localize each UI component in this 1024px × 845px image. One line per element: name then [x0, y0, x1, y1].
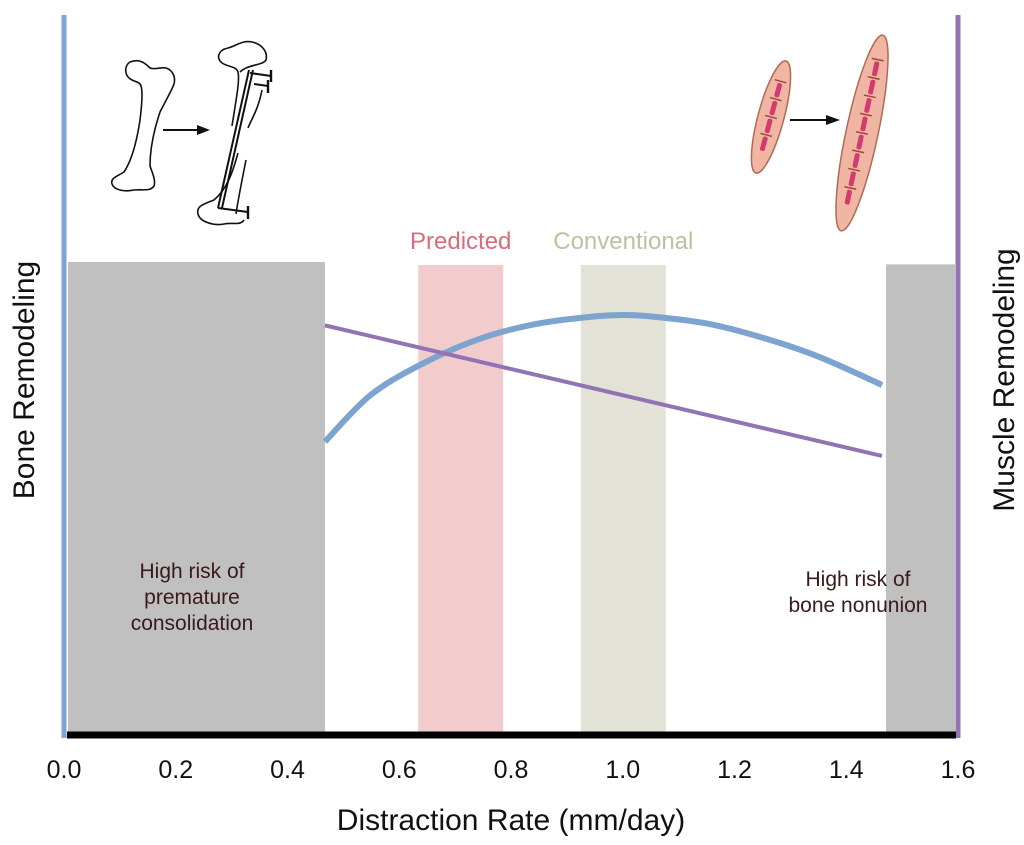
x-axis-title: Distraction Rate (mm/day)	[337, 804, 685, 837]
sarcomere	[860, 116, 868, 132]
z-line	[769, 96, 782, 102]
series-muscle-remodeling	[324, 323, 883, 458]
rate-bands: Predicted Conventional	[410, 228, 693, 735]
series-bone-remodeling	[322, 311, 884, 444]
x-tick-labels: 0.0 0.2 0.4 0.6 0.8 1.0 1.2 1.4 1.6	[47, 756, 976, 784]
x-tick-label: 1.0	[605, 756, 640, 784]
short-bone-icon	[110, 59, 176, 192]
region-label-bone-nonunion: High risk of bone nonunion	[789, 568, 928, 617]
right-y-axis-title: Muscle Remodeling	[988, 248, 1021, 511]
z-line	[859, 112, 872, 117]
sarcomere	[764, 118, 773, 134]
bone-lengthening-icon	[110, 40, 273, 226]
fixation-plate-icon	[217, 69, 272, 213]
z-line	[844, 186, 857, 191]
sarcomere	[769, 100, 778, 116]
sarcomere	[774, 82, 783, 98]
arrowhead	[826, 115, 840, 125]
region-premature-consolidation	[68, 262, 325, 735]
left-y-axis-title: Bone Remodeling	[8, 261, 41, 500]
z-line	[760, 132, 773, 138]
z-line	[848, 167, 861, 172]
region-label-premature-consolidation: High risk of premature consolidation	[131, 560, 254, 635]
lengthened-bone-icon	[196, 40, 268, 226]
band-label-predicted: Predicted	[410, 228, 511, 255]
z-line	[871, 57, 884, 62]
sarcomere	[864, 98, 872, 113]
z-line	[867, 75, 880, 80]
sarcomere	[852, 153, 860, 168]
z-line	[863, 94, 876, 99]
short-muscle-sarcomeres	[759, 78, 787, 152]
region-label-line: consolidation	[131, 612, 254, 635]
region-label-line: High risk of	[805, 568, 910, 591]
band-label-conventional: Conventional	[553, 228, 693, 255]
series-lines	[322, 311, 884, 458]
z-line	[774, 78, 787, 84]
long-muscle-sarcomeres	[844, 57, 884, 205]
z-line	[852, 149, 865, 154]
x-tick-label: 1.2	[717, 756, 752, 784]
x-tick-label: 0.4	[270, 756, 305, 784]
x-tick-label: 1.6	[941, 756, 976, 784]
sarcomere	[759, 136, 768, 152]
x-tick-label: 0.8	[494, 756, 529, 784]
z-line	[855, 131, 869, 135]
region-label-line: High risk of	[139, 560, 244, 583]
x-tick-label: 0.2	[158, 756, 193, 784]
x-tick-label: 0.0	[47, 756, 82, 784]
region-label-line: bone nonunion	[789, 594, 928, 617]
arrowhead	[197, 125, 210, 135]
sarcomere	[856, 134, 864, 150]
screw-heads	[246, 70, 273, 219]
region-label-line: premature	[144, 586, 240, 609]
x-tick-label: 1.4	[829, 756, 864, 784]
sarcomere	[872, 61, 880, 77]
sarcomere	[844, 189, 852, 205]
muscle-lengthening-icon	[750, 34, 889, 232]
sarcomere	[848, 171, 856, 187]
region-bone-nonunion	[886, 264, 955, 735]
sarcomere	[868, 79, 876, 95]
x-tick-label: 0.6	[382, 756, 417, 784]
z-line	[765, 114, 777, 120]
band-conventional	[580, 265, 666, 735]
